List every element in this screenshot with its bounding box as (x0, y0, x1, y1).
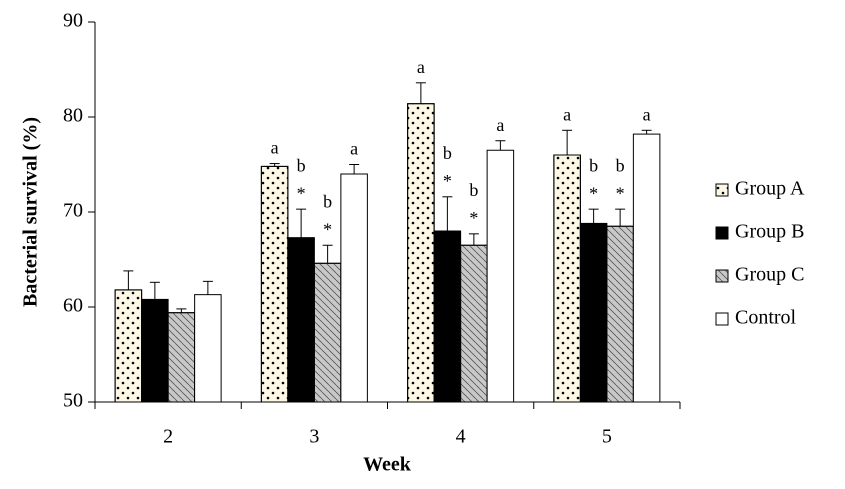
annotation: a (643, 104, 651, 124)
annotation: * (589, 183, 598, 203)
bar-pattern (114, 289, 143, 403)
x-axis-title: Week (363, 454, 412, 476)
x-tick-label: 2 (163, 426, 173, 448)
annotation: * (297, 183, 306, 203)
annotation: * (323, 219, 332, 239)
bar-pattern (313, 262, 342, 403)
legend-label: Group A (735, 178, 805, 200)
annotation: b (616, 155, 625, 175)
annotation: a (350, 139, 358, 159)
annotation: b (297, 155, 306, 175)
annotation: * (616, 183, 625, 203)
legend-swatch (715, 226, 729, 240)
x-tick-label: 5 (602, 426, 612, 448)
bar-pattern (460, 244, 488, 403)
legend-label: Control (735, 307, 797, 329)
annotation: b (469, 180, 478, 200)
bar (141, 298, 169, 403)
bar (340, 173, 368, 403)
annotation: b (589, 155, 598, 175)
annotation: a (417, 57, 425, 77)
x-tick-label: 3 (309, 426, 319, 448)
bar (486, 149, 515, 403)
annotation: a (563, 104, 571, 124)
bar-pattern (407, 103, 435, 403)
annotation: b (443, 143, 452, 163)
bar-pattern (167, 312, 196, 403)
annotation: * (469, 208, 478, 228)
legend-label: Group B (735, 221, 804, 243)
y-axis-title: Bacterial survival (%) (20, 117, 42, 307)
legend-swatch-pattern (715, 183, 729, 197)
annotation: a (271, 138, 279, 158)
y-tick-label: 70 (63, 200, 83, 222)
bar (287, 237, 315, 403)
annotation: a (496, 115, 504, 135)
y-tick-label: 50 (63, 390, 83, 412)
bar (632, 133, 661, 403)
annotation: b (323, 191, 332, 211)
annotation: * (443, 171, 452, 191)
bar (194, 294, 222, 403)
legend-label: Group C (735, 264, 804, 286)
x-tick-label: 4 (456, 426, 466, 448)
bar (579, 222, 608, 403)
y-tick-label: 60 (63, 295, 83, 317)
bar-pattern (606, 225, 634, 403)
legend-swatch (715, 312, 729, 326)
y-tick-label: 90 (63, 10, 83, 32)
bar-pattern (260, 165, 289, 403)
bar-pattern (553, 154, 581, 403)
legend-swatch-pattern (715, 269, 729, 283)
y-tick-label: 80 (63, 105, 83, 127)
bar (433, 230, 462, 403)
